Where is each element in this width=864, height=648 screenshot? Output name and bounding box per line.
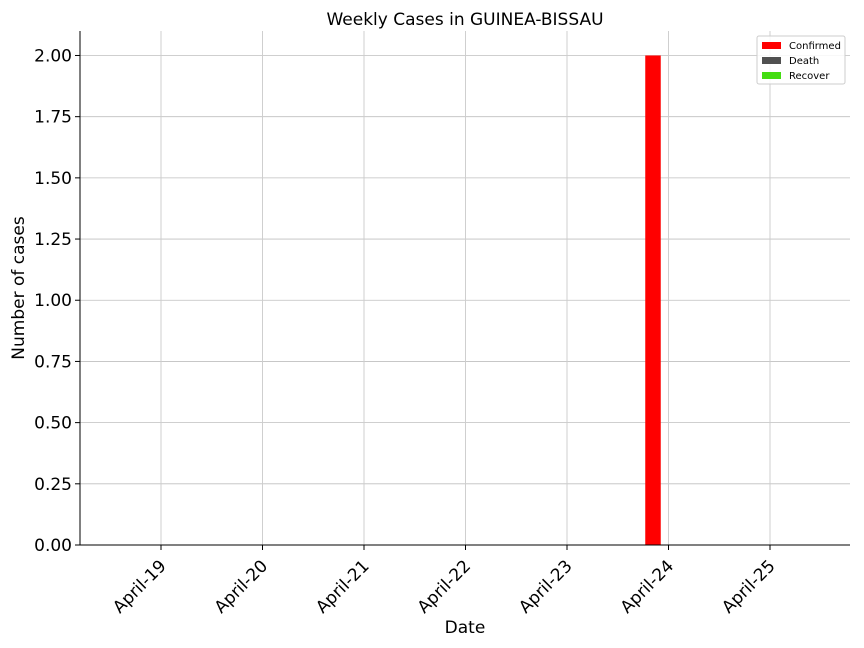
legend-swatch-confirmed bbox=[762, 42, 781, 49]
legend: Confirmed Death Recover bbox=[756, 35, 846, 85]
grid-lines bbox=[80, 31, 850, 546]
y-tick-label: 0.00 bbox=[34, 536, 72, 556]
legend-label-death: Death bbox=[789, 56, 819, 67]
legend-label-recover: Recover bbox=[789, 71, 830, 82]
x-tick-label: April-23 bbox=[515, 556, 576, 617]
y-tick-label: 1.25 bbox=[34, 230, 72, 250]
y-tick-label: 2.00 bbox=[34, 46, 72, 66]
y-tick-labels: 0.00 0.25 0.50 0.75 1.00 1.25 1.50 1.75 2.00 bbox=[34, 46, 72, 556]
y-tick-label: 1.00 bbox=[34, 291, 72, 311]
axes bbox=[75, 31, 850, 550]
x-tick-label: April-25 bbox=[718, 556, 779, 617]
y-tick-label: 1.75 bbox=[34, 108, 72, 128]
y-tick-label: 0.25 bbox=[34, 475, 72, 495]
x-axis-label: Date bbox=[445, 618, 486, 638]
bar-confirmed bbox=[645, 55, 661, 545]
x-tick-label: April-22 bbox=[414, 556, 475, 617]
y-axis-label: Number of cases bbox=[9, 216, 29, 360]
legend-swatch-death bbox=[762, 57, 781, 64]
bars bbox=[160, 31, 771, 545]
legend-label-confirmed: Confirmed bbox=[789, 41, 841, 52]
legend-swatch-recover bbox=[762, 72, 781, 79]
x-tick-label: April-24 bbox=[617, 556, 678, 617]
x-tick-label: April-21 bbox=[312, 556, 373, 617]
y-tick-label: 1.50 bbox=[34, 169, 72, 189]
x-tick-labels: April-19 April-20 April-21 April-22 April-23… bbox=[109, 556, 779, 617]
chart-title: Weekly Cases in GUINEA-BISSAU bbox=[326, 10, 603, 30]
y-tick-label: 0.75 bbox=[34, 352, 72, 372]
x-tick-label: April-20 bbox=[211, 556, 272, 617]
x-tick-label: April-19 bbox=[109, 556, 170, 617]
y-tick-label: 0.50 bbox=[34, 414, 72, 434]
